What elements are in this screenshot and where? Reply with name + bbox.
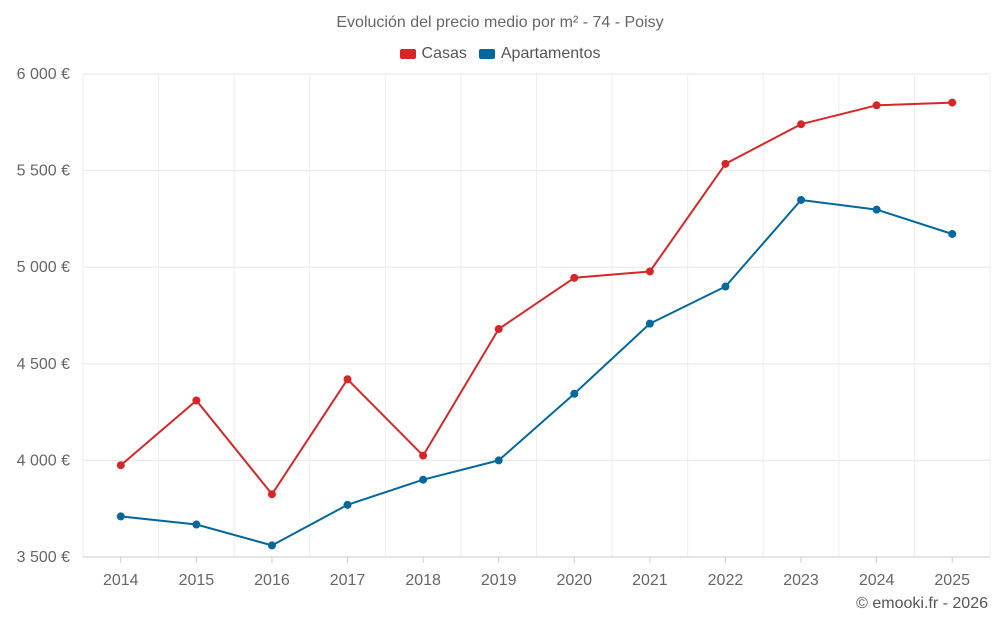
data-point-casas xyxy=(797,120,806,129)
x-tick-label: 2020 xyxy=(556,572,592,589)
data-point-casas xyxy=(570,273,579,282)
data-point-casas xyxy=(192,396,201,405)
data-point-apartamentos xyxy=(872,205,881,214)
data-point-casas xyxy=(721,159,730,168)
data-point-casas xyxy=(494,325,503,334)
data-point-casas xyxy=(645,267,654,276)
data-point-apartamentos xyxy=(797,195,806,204)
x-tick-label: 2023 xyxy=(783,572,819,589)
y-tick-label: 4 500 € xyxy=(17,356,70,373)
x-tick-label: 2014 xyxy=(103,572,139,589)
data-point-apartamentos xyxy=(267,541,276,550)
credit-text: © emooki.fr - 2026 xyxy=(856,595,988,612)
x-tick-label: 2024 xyxy=(859,572,895,589)
x-tick-label: 2016 xyxy=(254,572,290,589)
data-point-casas xyxy=(872,101,881,110)
x-tick-label: 2019 xyxy=(481,572,517,589)
data-point-apartamentos xyxy=(116,512,125,521)
x-tick-label: 2022 xyxy=(708,572,744,589)
x-tick-label: 2018 xyxy=(405,572,441,589)
data-point-casas xyxy=(343,375,352,384)
chart-title: Evolución del precio medio por m² - 74 -… xyxy=(336,14,664,31)
legend-swatch-casas xyxy=(399,49,416,59)
data-point-casas xyxy=(948,98,957,107)
y-tick-label: 3 500 € xyxy=(17,549,70,566)
legend-item-casas[interactable]: Casas xyxy=(399,45,467,63)
x-tick-label: 2021 xyxy=(632,572,668,589)
x-tick-label: 2017 xyxy=(330,572,366,589)
y-tick-label: 5 000 € xyxy=(17,259,70,276)
data-point-casas xyxy=(267,490,276,499)
y-tick-label: 4 000 € xyxy=(17,452,70,469)
data-point-casas xyxy=(419,451,428,460)
y-tick-label: 5 500 € xyxy=(17,163,70,180)
legend: Casas Apartamentos xyxy=(0,45,1000,63)
series-line-casas xyxy=(120,101,953,496)
data-point-apartamentos xyxy=(343,500,352,509)
y-tick-label: 6 000 € xyxy=(17,66,70,83)
series-line-apartamentos xyxy=(120,199,953,547)
data-point-apartamentos xyxy=(645,319,654,328)
legend-label-apartamentos: Apartamentos xyxy=(500,45,601,62)
data-point-apartamentos xyxy=(948,229,957,238)
x-tick-label: 2015 xyxy=(179,572,215,589)
data-point-casas xyxy=(116,461,125,470)
data-point-apartamentos xyxy=(419,475,428,484)
data-point-apartamentos xyxy=(192,520,201,529)
data-point-apartamentos xyxy=(570,389,579,398)
x-tick-label: 2025 xyxy=(934,572,970,589)
data-point-apartamentos xyxy=(721,282,730,291)
legend-swatch-apartamentos xyxy=(478,49,495,59)
legend-label-casas: Casas xyxy=(421,45,467,62)
data-point-apartamentos xyxy=(494,456,503,465)
legend-item-apartamentos[interactable]: Apartamentos xyxy=(478,45,601,63)
